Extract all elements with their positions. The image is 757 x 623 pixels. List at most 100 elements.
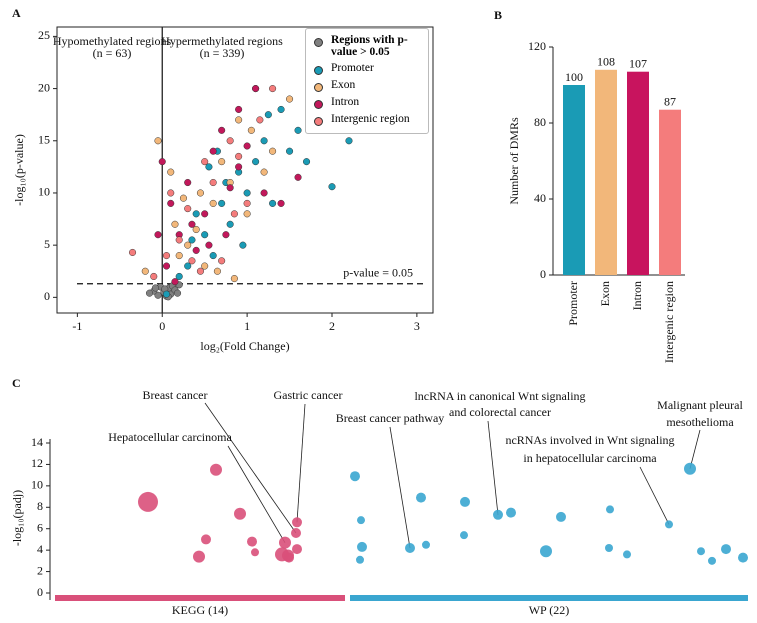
data-point — [243, 142, 251, 150]
data-point — [269, 85, 277, 93]
data-point — [184, 178, 192, 187]
legend-marker — [314, 66, 323, 75]
data-point — [205, 241, 213, 249]
x-tick-label: 1 — [244, 319, 250, 333]
legend-label: Regions with p-value > 0.05 — [331, 34, 408, 58]
data-point — [247, 126, 255, 134]
y-tick-label: 40 — [534, 191, 546, 205]
data-point — [179, 194, 188, 202]
bubble — [356, 555, 364, 564]
data-point — [252, 85, 260, 93]
y-tick-label: 15 — [38, 133, 50, 147]
x-tick-label: 0 — [159, 319, 165, 333]
data-point — [260, 137, 268, 145]
data-point — [184, 205, 192, 213]
value-label: 107 — [629, 56, 647, 70]
data-point — [345, 137, 353, 145]
bubble — [234, 507, 246, 520]
annotation: Breast cancer pathway — [336, 411, 445, 425]
data-point — [154, 291, 162, 299]
annotation: and colorectal cancer — [449, 405, 551, 419]
data-point — [201, 262, 209, 270]
data-point — [162, 290, 171, 298]
y-tick-label: 10 — [38, 185, 50, 199]
data-point — [150, 272, 158, 281]
data-point — [286, 95, 294, 103]
data-point — [235, 163, 243, 171]
bubble — [201, 534, 211, 545]
y-tick-label: 8 — [37, 499, 43, 513]
data-point — [252, 158, 260, 166]
annotation: Gastric cancer — [274, 388, 343, 402]
data-point — [151, 284, 160, 292]
bubble — [422, 540, 430, 549]
x-tick-label: Exon — [598, 281, 612, 306]
category-band — [350, 595, 748, 601]
annotation: mesothelioma — [666, 415, 734, 429]
bubble — [605, 544, 613, 552]
data-point — [162, 262, 171, 270]
data-point — [235, 105, 243, 114]
data-point — [264, 111, 272, 119]
leader-line — [487, 420, 499, 515]
y-tick-label: 12 — [31, 456, 43, 470]
data-point — [277, 199, 285, 207]
bubble — [665, 520, 673, 529]
data-point — [167, 199, 175, 207]
data-point — [188, 236, 196, 244]
bubble — [556, 511, 566, 522]
y-axis-title: Number of DMRs — [507, 117, 521, 205]
x-tick-label: 2 — [329, 319, 335, 333]
legend-entry: Regions with p-value > 0.05 — [310, 34, 424, 58]
y-tick-label: 25 — [38, 28, 50, 42]
data-point — [145, 289, 154, 297]
data-point — [239, 241, 247, 249]
data-point — [192, 225, 200, 234]
legend-marker — [314, 117, 323, 126]
x-tick-label: Promoter — [566, 281, 580, 326]
data-point — [201, 210, 209, 218]
data-point — [328, 183, 336, 191]
data-point — [162, 252, 171, 260]
y-tick-label: 14 — [31, 435, 43, 449]
bubble — [292, 517, 302, 528]
data-point — [218, 257, 226, 265]
data-point — [184, 262, 192, 270]
annotation: Hepatocellular carcinoma — [108, 430, 232, 444]
data-point — [222, 231, 230, 239]
bubble — [416, 492, 426, 503]
legend-entry: Intron — [310, 96, 424, 109]
legend-entry: Exon — [310, 79, 424, 92]
bubble — [738, 552, 748, 563]
data-point — [256, 116, 264, 124]
value-label: 108 — [597, 55, 615, 69]
bubble — [493, 509, 503, 520]
bar — [659, 109, 681, 275]
data-point — [205, 163, 213, 171]
data-point — [209, 147, 217, 155]
annotation: in hepatocellular carcinoma — [523, 451, 657, 465]
bubble — [210, 463, 222, 476]
annotation: lncRNA in canonical Wnt signaling — [414, 389, 585, 403]
legend-entry: Promoter — [310, 62, 424, 75]
bubble — [193, 550, 205, 563]
y-tick-label: 6 — [37, 520, 43, 534]
bubble — [284, 552, 294, 563]
data-point — [188, 257, 196, 265]
data-point — [192, 246, 200, 254]
panel-label: A — [12, 6, 21, 20]
leader-line — [639, 466, 670, 525]
data-point — [128, 248, 137, 257]
category-label: KEGG (14) — [172, 603, 228, 617]
annotation: ncRNAs involved in Wnt signaling — [505, 433, 674, 447]
y-axis-title: -log₁₀(p-value) — [12, 134, 26, 206]
bar — [627, 71, 649, 275]
y-tick-label: 0 — [44, 289, 50, 303]
data-point — [269, 147, 277, 155]
data-point — [175, 272, 183, 281]
legend-marker — [314, 100, 323, 109]
data-point — [260, 189, 268, 197]
data-point — [243, 189, 251, 197]
data-point — [167, 168, 175, 176]
data-point — [175, 236, 183, 244]
